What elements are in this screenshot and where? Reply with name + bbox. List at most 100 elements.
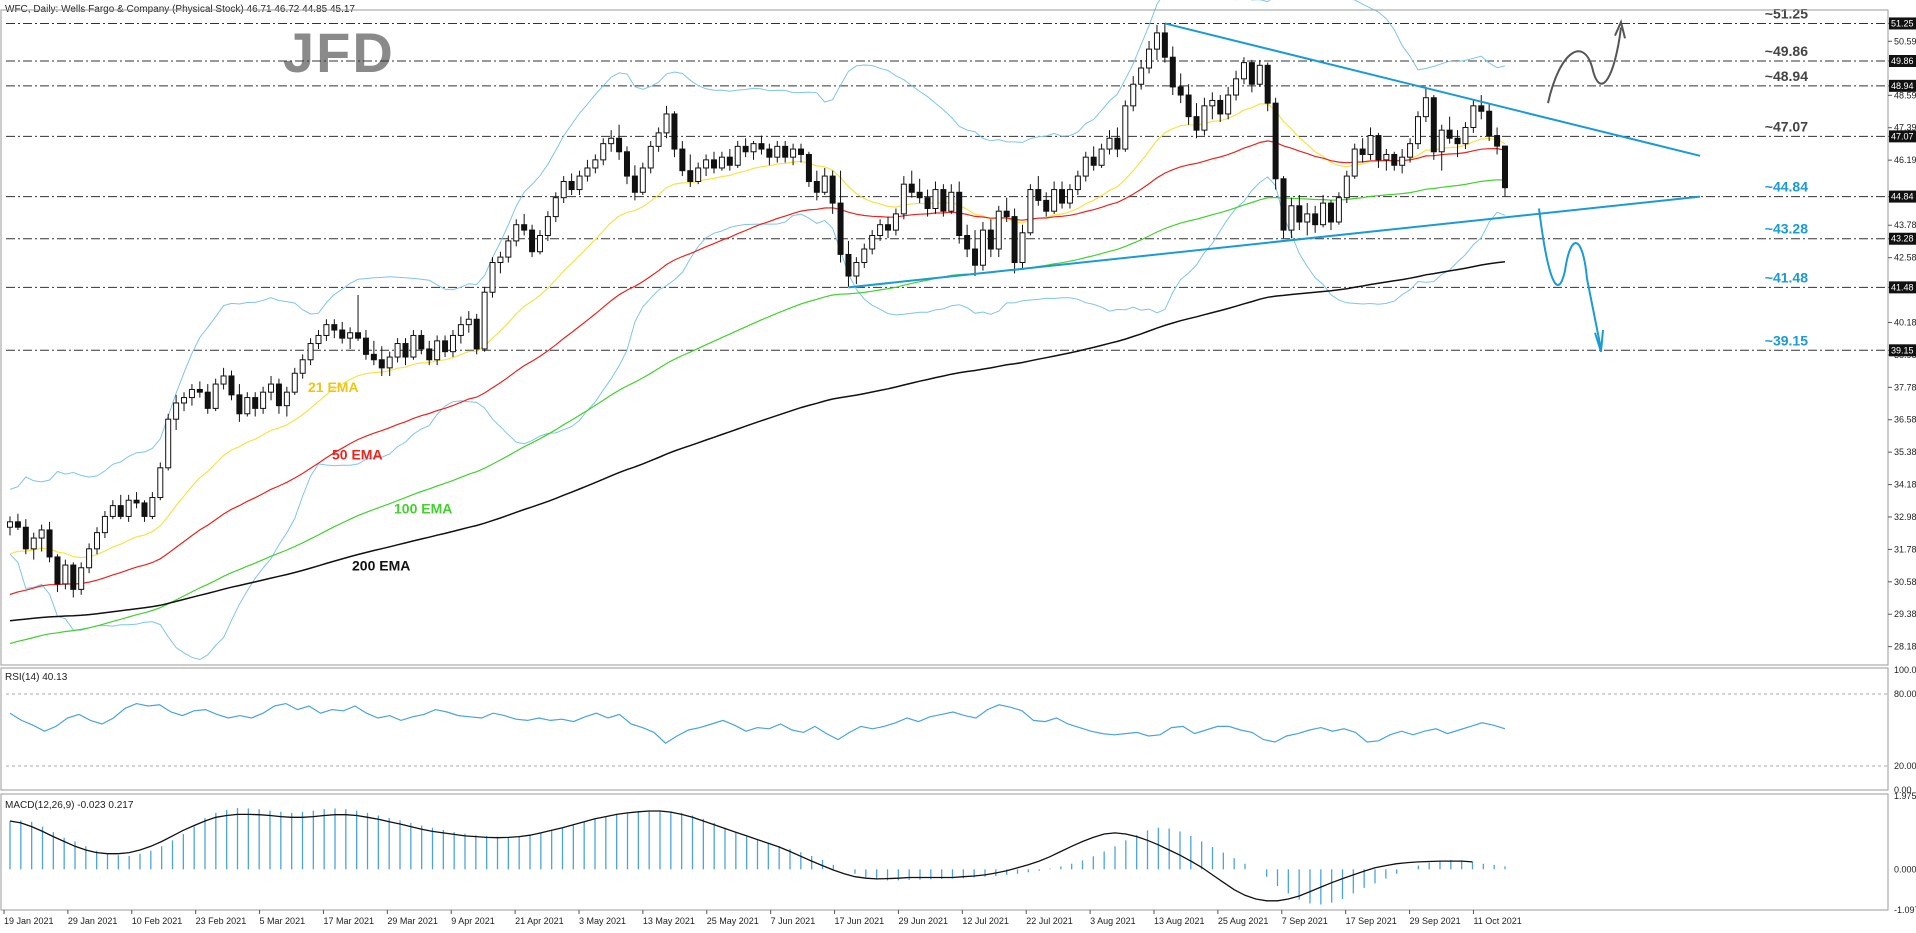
candle-body [1422,97,1429,118]
candle [489,257,496,298]
candle [355,294,362,341]
candle-body [1296,205,1303,223]
candle-body [663,113,670,134]
macd-signal-line [9,810,1473,902]
candle [885,216,892,239]
candle-body [465,318,472,326]
candle-body [616,137,623,153]
candle [987,219,994,258]
candle [323,319,330,341]
candle-body [1146,48,1153,69]
candle [1098,143,1105,168]
candle [956,181,963,244]
rsi-axis-label: 100.00 [1894,665,1916,675]
candle-body [703,159,710,169]
candle-body [165,418,172,469]
candle-body [584,167,591,177]
candle [1296,194,1303,231]
candle [940,184,947,217]
candle-body [932,189,939,209]
candle-body [1074,175,1081,191]
price-level-label: ~47.07 [1765,118,1808,134]
candle-body [1098,148,1105,166]
date-axis-label: 9 Apr 2021 [451,916,495,926]
candle-body [418,334,425,350]
candle-body [1233,78,1240,96]
bearish-arrowhead [1594,329,1604,352]
candle [1209,92,1216,120]
candle-body [7,521,13,528]
candle-body [536,235,543,253]
candle-body [299,359,306,374]
candle [1383,149,1390,171]
date-axis-label: 21 Apr 2021 [515,916,564,926]
candle [109,500,116,520]
candle-body [339,329,346,339]
price-level-tag-label: 41.48 [1891,282,1914,292]
candle [14,513,21,530]
candle [94,527,101,555]
candle-body [125,499,132,517]
candle-body [149,497,156,517]
price-level-tag [1889,55,1916,68]
candle [979,221,986,271]
candle [1146,41,1153,74]
rsi-axis-label: 80.00 [1894,689,1916,699]
candle-body [948,191,955,212]
price-level-tag-label: 39.15 [1891,345,1914,355]
candle [560,176,567,204]
candle [1169,46,1176,96]
candle-body [204,391,211,409]
candle [813,170,820,201]
date-axis-label: 25 Aug 2021 [1218,916,1269,926]
candle [497,251,504,274]
candle [125,494,132,522]
date-axis-label: 7 Sep 2021 [1282,916,1328,926]
price-level-tag-label: 43.28 [1891,234,1914,244]
candle-body [188,388,195,399]
candle [1138,59,1145,90]
candle-body [291,372,298,393]
candle [505,235,512,263]
candle [584,159,591,182]
candle-body [228,375,235,396]
candle-body [481,291,488,350]
candle-body [1011,216,1018,264]
candle-body [117,505,124,517]
macd-panel [9,808,1506,905]
rsi-line [9,702,1506,744]
candle-body [972,248,979,266]
candle [212,378,219,412]
candle [117,494,124,520]
candle [742,138,749,158]
candle [1130,76,1137,112]
candle [1438,124,1445,171]
candle [1043,192,1050,217]
candle-body [1486,110,1493,137]
candle-body [355,332,362,339]
candle-body [568,180,575,191]
bullish-projection-arrow [1547,27,1622,104]
ema-line-200 [9,261,1506,622]
candle [165,413,172,471]
macd-axis-label: 1.975 [1894,791,1916,801]
date-axis-label: 7 Jun 2021 [771,916,816,926]
candle [703,154,710,177]
candle-body [1399,156,1406,166]
candle-body [347,332,354,339]
candle [1502,145,1508,197]
candle-body [1122,105,1129,150]
candle-body [457,324,464,336]
candle [236,384,243,422]
candle-body [1035,189,1042,201]
candle [307,338,314,366]
candle-body [782,145,789,158]
price-axis-label: 31.78 [1894,544,1916,554]
candle [1082,151,1089,182]
candle-body [141,502,148,517]
candle [473,313,480,355]
candle-body [1090,156,1097,166]
candle [7,516,13,536]
